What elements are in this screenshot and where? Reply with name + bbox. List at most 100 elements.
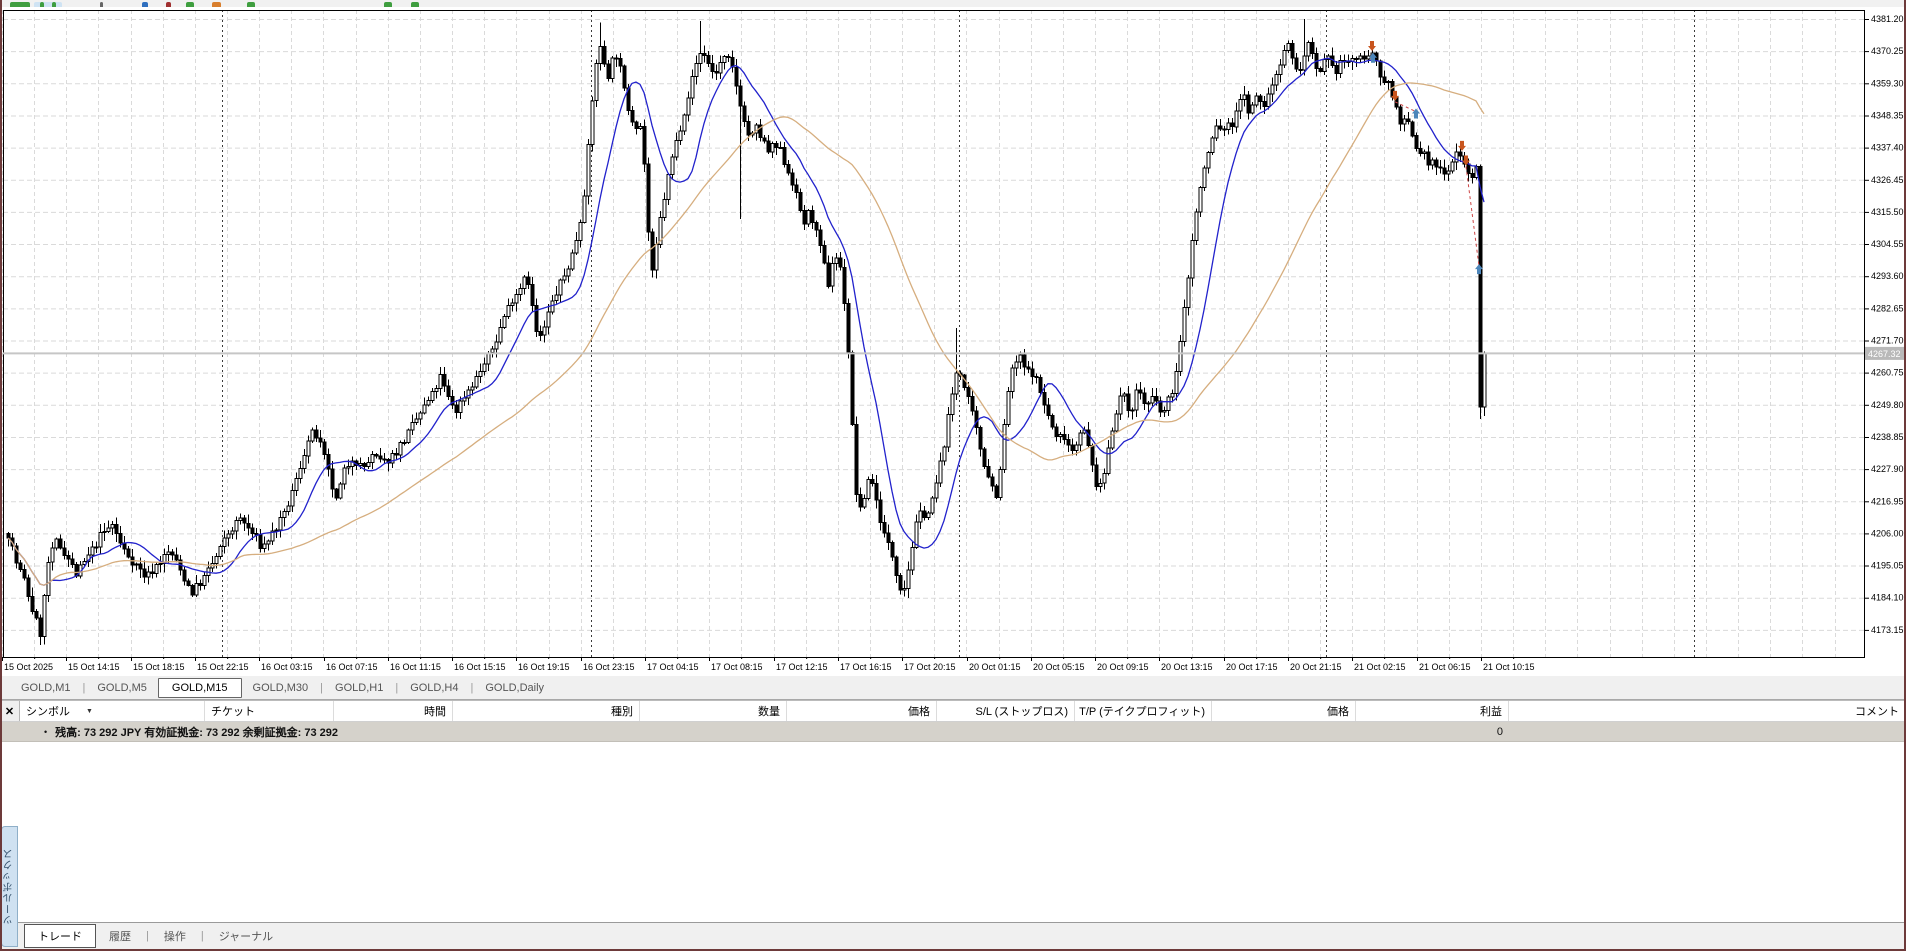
time-axis-label: 17 Oct 16:15 xyxy=(840,662,892,672)
buy-arrow-icon xyxy=(1475,264,1483,275)
column-header-6[interactable]: S/L (ストップロス) xyxy=(937,701,1075,721)
balance-profit-value: 0 xyxy=(1496,725,1503,738)
column-header-label: S/L (ストップロス) xyxy=(975,706,1069,718)
window-border-left xyxy=(0,0,2,951)
time-axis-label: 20 Oct 13:15 xyxy=(1161,662,1213,672)
buy-arrow-icon xyxy=(1412,108,1420,119)
time-axis-label: 20 Oct 17:15 xyxy=(1226,662,1278,672)
tab-separator: | xyxy=(200,930,204,942)
price-axis-label: 4249.80 xyxy=(1871,400,1904,410)
window-border-right xyxy=(1904,0,1906,951)
time-axis-label: 17 Oct 08:15 xyxy=(711,662,763,672)
column-header-1[interactable]: チケット xyxy=(205,701,334,721)
chart-tab-gold-m5[interactable]: GOLD,M5 xyxy=(97,681,147,694)
column-header-label: 利益 xyxy=(1480,706,1502,718)
time-axis-label: 16 Oct 11:15 xyxy=(390,662,441,672)
tab-separator: | xyxy=(82,681,86,694)
toolbar-sliver[interactable] xyxy=(0,0,1906,7)
time-axis-label: 16 Oct 07:15 xyxy=(326,662,378,672)
price-axis-label: 4326.45 xyxy=(1871,175,1904,185)
close-toolbox-button[interactable]: ✕ xyxy=(0,701,20,721)
column-header-9[interactable]: 利益 xyxy=(1356,701,1509,721)
buy-arrow-icon xyxy=(1369,52,1377,63)
toolbar-icon-fragment[interactable] xyxy=(52,2,56,7)
toolbox-tab-1[interactable]: 履歴 xyxy=(109,931,131,943)
toolbar-icon-fragment[interactable] xyxy=(34,2,62,7)
chart-tab-gold-m15[interactable]: GOLD,M15 xyxy=(157,677,242,698)
price-axis-label: 4359.30 xyxy=(1871,78,1904,88)
column-header-label: T/P (テイクプロフィット) xyxy=(1079,706,1205,718)
toolbox-tab-3[interactable]: ジャーナル xyxy=(218,931,274,943)
toolbar-icon-fragment[interactable] xyxy=(411,2,419,7)
chart-tab-gold-h4[interactable]: GOLD,H4 xyxy=(410,681,459,694)
toolbox-tab-2[interactable]: 操作 xyxy=(163,931,186,943)
price-axis-label: 4195.05 xyxy=(1871,561,1904,571)
column-header-label: シンボル xyxy=(26,706,70,718)
price-axis-label: 4184.10 xyxy=(1871,593,1904,603)
column-header-label: 価格 xyxy=(908,706,930,718)
time-axis-label: 15 Oct 2025 xyxy=(4,662,53,672)
column-header-8[interactable]: 価格 xyxy=(1212,701,1356,721)
time-axis-label: 15 Oct 22:15 xyxy=(197,662,249,672)
chart-frame xyxy=(3,10,1865,658)
time-axis-label: 16 Oct 03:15 xyxy=(261,662,313,672)
chart-tab-gold-h1[interactable]: GOLD,H1 xyxy=(335,681,384,694)
column-header-0[interactable]: シンボル ▼ xyxy=(20,701,205,721)
time-axis-label: 17 Oct 04:15 xyxy=(647,662,699,672)
price-axis-label: 4348.35 xyxy=(1871,111,1904,121)
toolbar-icon-fragment[interactable] xyxy=(142,2,148,7)
chart-tab-gold-m30[interactable]: GOLD,M30 xyxy=(252,681,309,694)
price-axis-label: 4337.40 xyxy=(1871,143,1904,153)
price-axis-label: 4282.65 xyxy=(1871,303,1904,313)
time-axis-label: 16 Oct 23:15 xyxy=(583,662,635,672)
balance-row: • 残高: 73 292 JPY 有効証拠金: 73 292 余剰証拠金: 73… xyxy=(0,722,1906,742)
price-axis-label: 4381.20 xyxy=(1871,14,1904,24)
toolbar-icon-fragment[interactable] xyxy=(40,2,44,7)
current-price-value: 4267.32 xyxy=(1868,349,1901,359)
time-axis-label: 15 Oct 14:15 xyxy=(68,662,120,672)
column-header-7[interactable]: T/P (テイクプロフィット) xyxy=(1075,701,1212,721)
toolbar-icon-fragment[interactable] xyxy=(166,2,171,7)
toolbar-icon-fragment[interactable] xyxy=(10,2,30,7)
chevron-down-icon[interactable]: ▼ xyxy=(86,707,93,715)
trade-link-line xyxy=(1465,166,1480,267)
time-axis-label: 17 Oct 12:15 xyxy=(776,662,828,672)
trade-list-area[interactable] xyxy=(2,742,1904,922)
column-header-label: 種別 xyxy=(611,706,633,718)
sell-arrow-icon xyxy=(1462,155,1470,166)
time-axis-label: 20 Oct 09:15 xyxy=(1097,662,1149,672)
time-axis-label: 20 Oct 05:15 xyxy=(1033,662,1085,672)
chart-tab-gold-m1[interactable]: GOLD,M1 xyxy=(21,681,71,694)
time-axis-label: 21 Oct 06:15 xyxy=(1419,662,1471,672)
toolbar-icon-fragment[interactable] xyxy=(384,2,392,7)
sell-arrow-icon xyxy=(1391,90,1399,101)
column-header-2[interactable]: 時間 xyxy=(334,701,453,721)
sell-arrow-icon xyxy=(1368,41,1376,52)
toolbar-icon-fragment[interactable] xyxy=(247,2,255,7)
tab-separator: | xyxy=(470,681,474,694)
price-axis-label: 4304.55 xyxy=(1871,239,1904,249)
time-axis-label: 15 Oct 18:15 xyxy=(133,662,185,672)
column-header-label: 時間 xyxy=(424,706,446,718)
price-axis-label: 4216.95 xyxy=(1871,496,1904,506)
column-header-10[interactable]: コメント xyxy=(1509,701,1906,721)
toolbar-icon-fragment[interactable] xyxy=(100,2,103,7)
toolbar-icon-fragment[interactable] xyxy=(186,2,194,7)
price-axis-label: 4206.00 xyxy=(1871,528,1904,538)
column-header-5[interactable]: 価格 xyxy=(787,701,937,721)
price-axis-label: 4260.75 xyxy=(1871,368,1904,378)
column-header-4[interactable]: 数量 xyxy=(640,701,787,721)
toolbox-tabs: トレード 履歴 | 操作 | ジャーナル xyxy=(0,922,1906,949)
toolbar-icon-fragment[interactable] xyxy=(212,2,221,7)
trade-markers xyxy=(1368,41,1483,275)
toolbox-side-tab[interactable]: ツールボックス xyxy=(1,826,18,947)
time-axis-label: 16 Oct 19:15 xyxy=(518,662,570,672)
price-chart[interactable]: 4381.20 4370.25 4359.30 4348.35 4337.40 4326.… xyxy=(0,0,1906,676)
toolbox-tab-0[interactable]: トレード xyxy=(24,924,96,948)
column-header-3[interactable]: 種別 xyxy=(453,701,640,721)
ma-fast-line xyxy=(7,57,1485,586)
sell-arrow-icon xyxy=(1458,140,1466,151)
column-header-label: チケット xyxy=(211,706,255,718)
trade-link-line xyxy=(1394,101,1421,114)
chart-tab-gold-daily[interactable]: GOLD,Daily xyxy=(485,681,545,694)
